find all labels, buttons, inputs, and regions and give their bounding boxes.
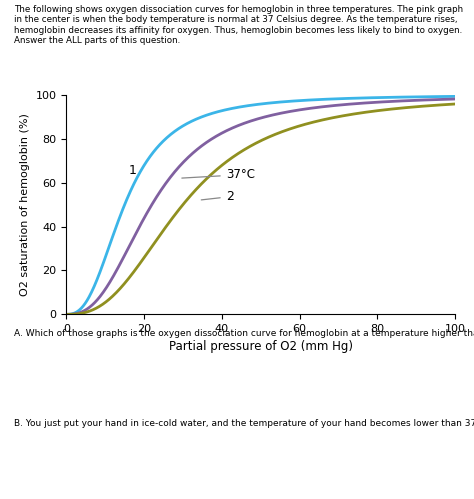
- Y-axis label: O2 saturation of hemoglobin (%): O2 saturation of hemoglobin (%): [20, 113, 30, 296]
- Text: B. You just put your hand in ice-cold water, and the temperature of your hand be: B. You just put your hand in ice-cold wa…: [14, 419, 474, 428]
- Text: 1: 1: [128, 164, 137, 177]
- X-axis label: Partial pressure of O2 (mm Hg): Partial pressure of O2 (mm Hg): [169, 340, 353, 353]
- Text: A. Which of those graphs is the oxygen dissociation curve for hemoglobin at a te: A. Which of those graphs is the oxygen d…: [14, 329, 474, 338]
- Text: The following shows oxygen dissociation curves for hemoglobin in three temperatu: The following shows oxygen dissociation …: [14, 5, 464, 45]
- Text: 37°C: 37°C: [182, 168, 255, 181]
- Text: 2: 2: [201, 190, 234, 203]
